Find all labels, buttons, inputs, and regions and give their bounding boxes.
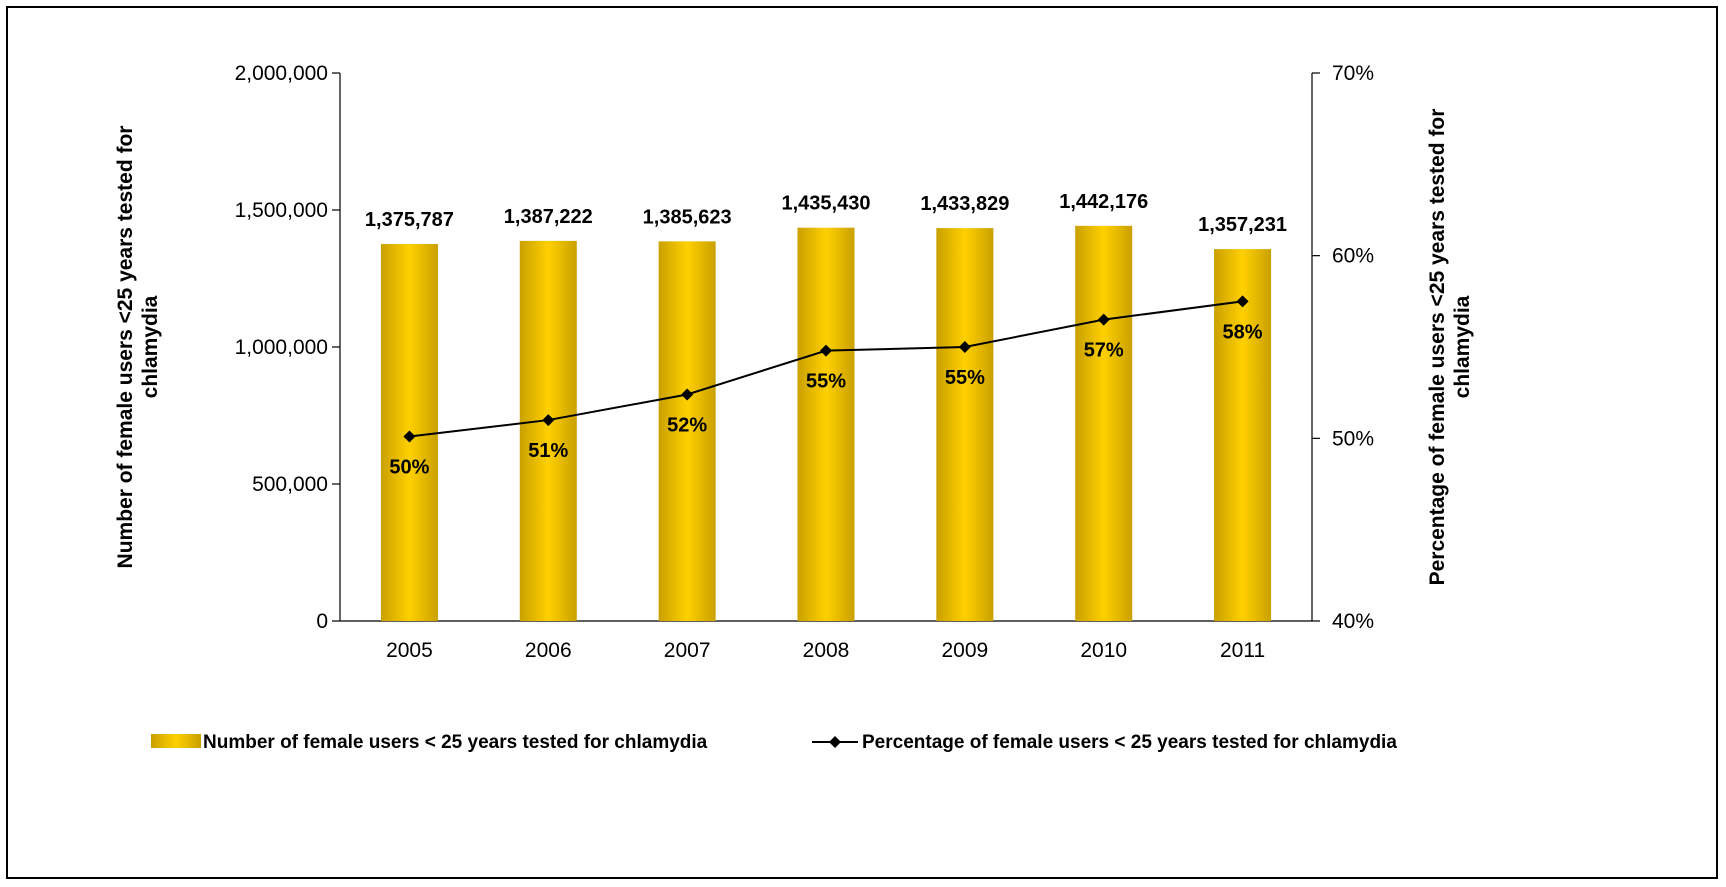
line-value-label: 50% xyxy=(389,457,429,479)
bar xyxy=(1214,249,1272,621)
left-axis-title-line2: chlamydia xyxy=(139,295,162,398)
left-tick-label: 1,000,000 xyxy=(235,336,328,359)
right-tick-label: 60% xyxy=(1332,245,1374,268)
bar-value-label: 1,357,231 xyxy=(1198,214,1287,236)
left-tick-label: 0 xyxy=(316,610,328,633)
right-axis-title-line2: chlamydia xyxy=(1451,295,1474,398)
line-point xyxy=(681,388,694,401)
x-tick-label: 2006 xyxy=(525,639,572,662)
legend: Number of female users < 25 years tested… xyxy=(151,732,1397,753)
bar-value-label: 1,387,222 xyxy=(504,206,593,228)
bars xyxy=(380,225,1272,621)
left-tick-label: 1,500,000 xyxy=(235,199,328,222)
bar xyxy=(1075,225,1133,621)
line-value-label: 58% xyxy=(1223,321,1263,343)
left-tick-label: 2,000,000 xyxy=(235,62,328,85)
bar-value-label: 1,435,430 xyxy=(782,193,871,215)
line-value-label: 51% xyxy=(528,440,568,462)
bar xyxy=(797,227,855,621)
x-ticks: 2005 2006 2007 2008 2009 2010 2011 xyxy=(386,639,1265,662)
legend-line-label: Percentage of female users < 25 years te… xyxy=(862,732,1397,753)
legend-bar-label: Number of female users < 25 years tested… xyxy=(203,732,708,753)
line-value-label: 55% xyxy=(806,371,846,393)
chart-frame xyxy=(6,6,1718,879)
x-tick-label: 2009 xyxy=(941,639,988,662)
bar xyxy=(936,228,994,621)
line-series: 50% 51% 52% 55% 55% 57% 58% xyxy=(389,295,1263,479)
x-tick-label: 2008 xyxy=(803,639,850,662)
line-value-label: 57% xyxy=(1084,340,1124,362)
legend-bar-swatch xyxy=(151,734,201,748)
bar-labels: 1,375,787 1,387,222 1,385,623 1,435,430 1,43… xyxy=(365,191,1287,236)
right-tick-label: 40% xyxy=(1332,610,1374,633)
right-ticks: 40% 50% 60% 70% xyxy=(1312,62,1374,633)
legend-line-marker xyxy=(829,736,841,748)
line-point xyxy=(403,430,416,443)
line-point xyxy=(1097,313,1110,326)
line-value-label: 55% xyxy=(945,367,985,389)
left-tick-label: 500,000 xyxy=(252,473,328,496)
right-tick-label: 50% xyxy=(1332,427,1374,450)
bar-value-label: 1,433,829 xyxy=(920,193,1009,215)
bar xyxy=(519,240,577,621)
line-value-label: 52% xyxy=(667,414,707,436)
x-tick-label: 2011 xyxy=(1220,639,1265,662)
bar-value-label: 1,375,787 xyxy=(365,209,454,231)
x-tick-label: 2005 xyxy=(386,639,433,662)
right-axis-title-line1: Percentage of female users <25 years tes… xyxy=(1426,109,1449,586)
x-tick-label: 2010 xyxy=(1080,639,1127,662)
bar xyxy=(658,241,716,621)
bar-value-label: 1,442,176 xyxy=(1059,191,1148,213)
line-point xyxy=(958,341,971,353)
line-point xyxy=(542,414,555,427)
left-ticks: 0 500,000 1,000,000 1,500,000 2,000,000 xyxy=(235,62,340,633)
line-point xyxy=(820,344,832,357)
line-point xyxy=(1236,295,1249,308)
x-tick-label: 2007 xyxy=(664,639,711,662)
bar-value-label: 1,385,623 xyxy=(643,206,732,228)
left-axis-title-line1: Number of female users <25 years tested … xyxy=(114,126,137,569)
right-tick-label: 70% xyxy=(1332,62,1374,85)
